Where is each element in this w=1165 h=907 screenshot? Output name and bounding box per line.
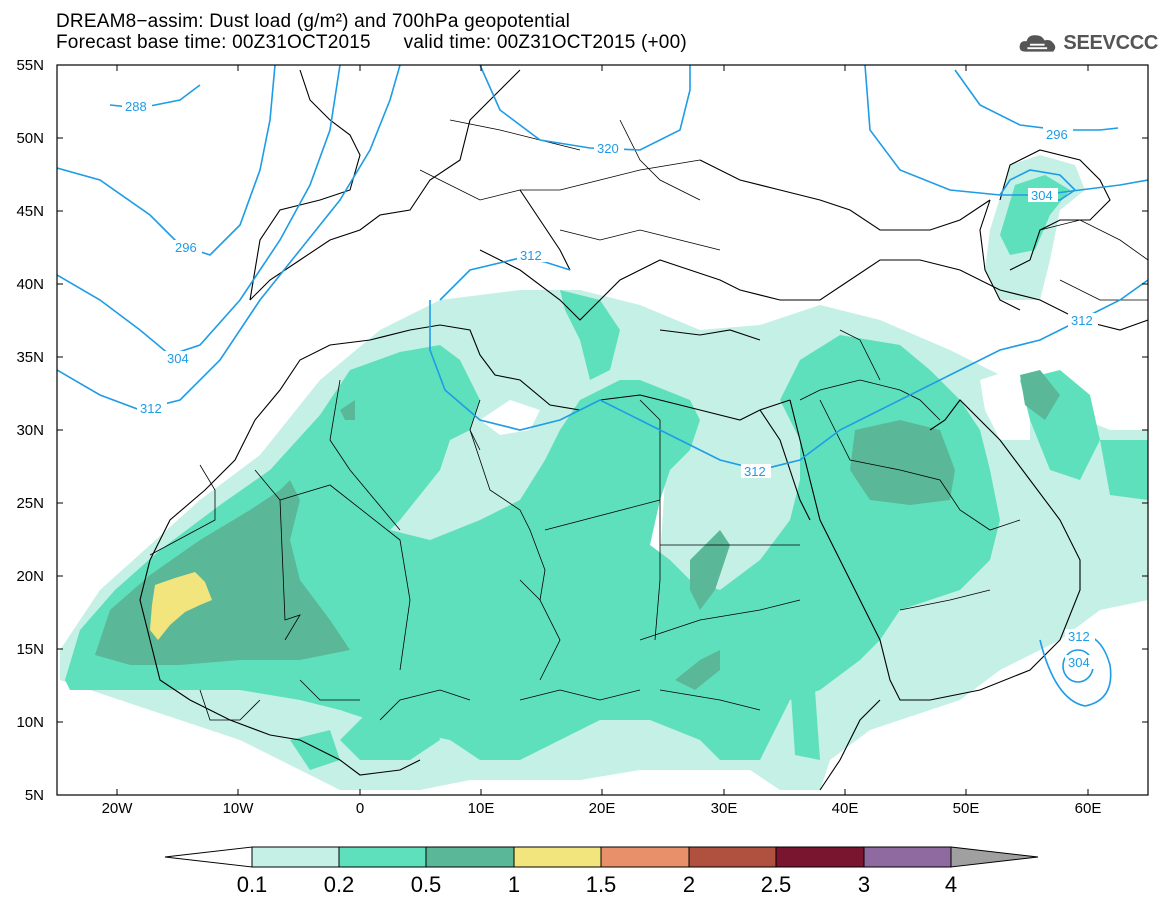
lat-label-40n: 40N [16,276,44,293]
colorbar-swatch-8 [864,847,951,867]
colorbar-swatch-2 [339,847,426,867]
contour-label-312-egypt: 312 [744,464,766,479]
contour-label-304-east: 304 [1031,188,1053,203]
lon-label-60e: 60E [1075,800,1102,817]
contour-label-296-east: 296 [1046,127,1068,142]
lon-label-30e: 30E [711,800,738,817]
contour-label-312-west: 312 [140,401,162,416]
contour-label-312-arabian-sea: 312 [1068,629,1090,644]
lon-tick-labels: 20W 10W 0 10E 20E 30E 40E 50E 60E [102,800,1102,817]
lon-label-10e: 10E [468,800,495,817]
contour-label-312-east: 312 [1071,313,1093,328]
lat-label-55n: 55N [16,57,44,74]
lat-tick-labels: 55N 50N 45N 40N 35N 30N 25N 20N 15N 10N … [16,57,44,804]
lat-label-15n: 15N [16,641,44,658]
colorbar-label-3: 3 [858,872,870,898]
lat-label-35n: 35N [16,349,44,366]
lat-label-10n: 10N [16,714,44,731]
lat-label-45n: 45N [16,203,44,220]
contour-label-304-west: 304 [167,351,189,366]
lat-label-30n: 30N [16,422,44,439]
contour-label-296-west: 296 [175,240,197,255]
lat-label-25n: 25N [16,495,44,512]
colorbar-swatch-7 [776,847,864,867]
lon-label-20w: 20W [102,800,134,817]
colorbar [165,847,1038,867]
lat-label-20n: 20N [16,568,44,585]
colorbar-label-1: 1 [508,872,520,898]
colorbar-swatch-5 [601,847,689,867]
colorbar-swatch-3 [426,847,514,867]
lon-label-40e: 40E [832,800,859,817]
lat-label-5n: 5N [25,787,44,804]
colorbar-swatch-1 [252,847,339,867]
contour-label-288: 288 [125,99,147,114]
colorbar-label-0-5: 0.5 [411,872,442,898]
colorbar-underflow-arrow [165,847,252,867]
contour-label-304-arabian-sea: 304 [1068,655,1090,670]
colorbar-swatch-6 [689,847,776,867]
lon-label-50e: 50E [953,800,980,817]
colorbar-label-0-1: 0.1 [237,872,268,898]
contour-label-320: 320 [597,141,619,156]
lat-label-50n: 50N [16,130,44,147]
colorbar-label-4: 4 [945,872,957,898]
lon-label-10w: 10W [223,800,255,817]
colorbar-label-2: 2 [683,872,695,898]
contour-label-312-italy: 312 [520,248,542,263]
lon-label-20e: 20E [589,800,616,817]
colorbar-label-0-2: 0.2 [324,872,355,898]
colorbar-overflow-arrow [951,847,1038,867]
colorbar-swatch-4 [514,847,601,867]
lon-label-0: 0 [356,800,364,817]
colorbar-label-2-5: 2.5 [761,872,792,898]
colorbar-label-1-5: 1.5 [586,872,617,898]
